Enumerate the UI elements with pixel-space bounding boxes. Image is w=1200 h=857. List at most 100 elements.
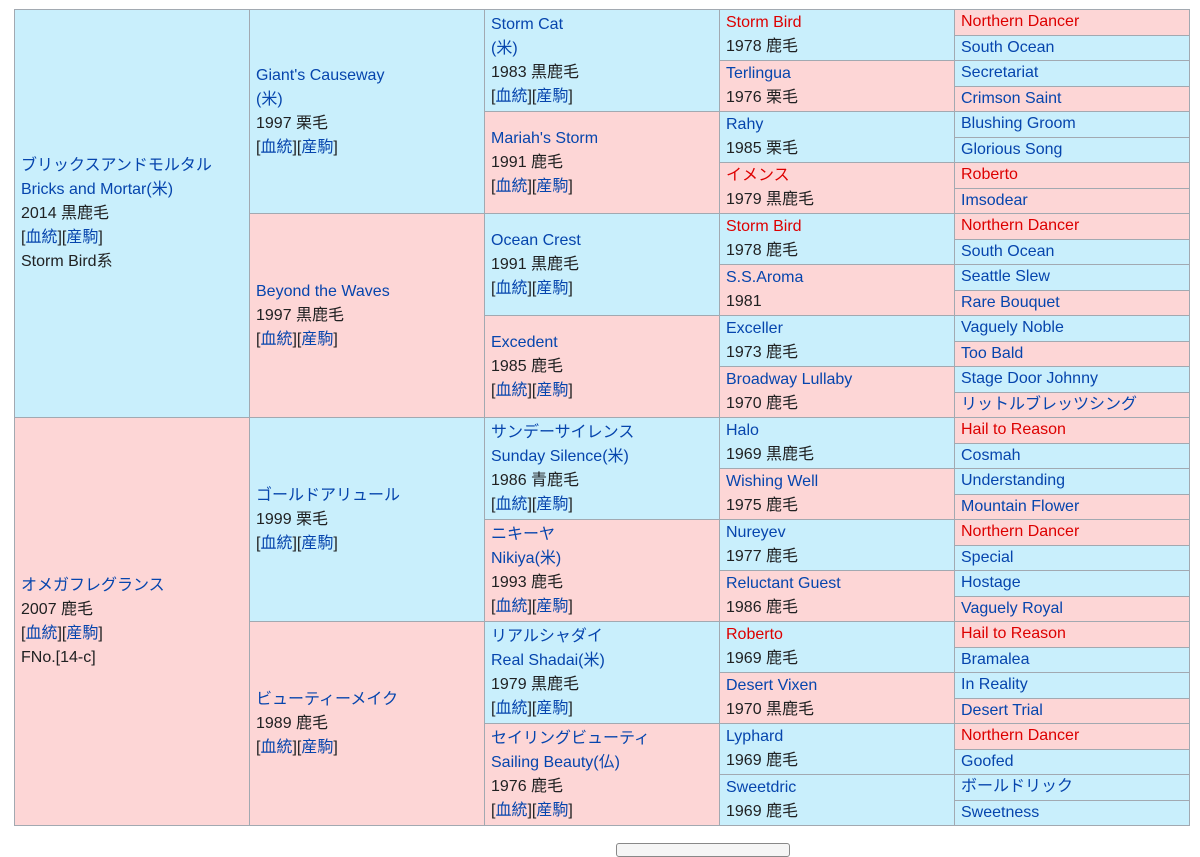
progeny-link[interactable]: 産駒 — [536, 699, 569, 717]
gen4-name[interactable]: Rahy — [726, 116, 764, 133]
ddd-name-en[interactable]: Sailing Beauty(仏) — [491, 753, 620, 771]
gen5-name[interactable]: Crimson Saint — [961, 89, 1062, 107]
dds-name-ja[interactable]: リアルシャダイ — [491, 627, 603, 645]
pedigree-link[interactable]: 血統 — [495, 597, 528, 615]
gen5-name[interactable]: Northern Dancer — [961, 523, 1080, 541]
pedigree-link[interactable]: 血統 — [25, 228, 58, 246]
gen4-name[interactable]: S.S.Aroma — [726, 269, 804, 286]
gen5-name[interactable]: Bramalea — [961, 650, 1030, 668]
gen5-name[interactable]: South Ocean — [961, 38, 1055, 56]
gen5-name[interactable]: Rare Bouquet — [961, 293, 1060, 311]
gen5-name[interactable]: Northern Dancer — [961, 13, 1080, 31]
gen4-name[interactable]: Reluctant Guest — [726, 575, 841, 592]
pedigree-link[interactable]: 血統 — [260, 738, 293, 756]
scrollbar-element[interactable] — [616, 843, 790, 857]
gen4-name[interactable]: Roberto — [726, 626, 783, 643]
pedigree-link[interactable]: 血統 — [495, 177, 528, 195]
ddd-name-ja[interactable]: セイリングビューティ — [491, 729, 651, 747]
gen5-name[interactable]: Stage Door Johnny — [961, 370, 1098, 388]
gen5-name[interactable]: Vaguely Noble — [961, 319, 1064, 337]
progeny-link[interactable]: 産駒 — [536, 279, 569, 297]
pedigree-link[interactable]: 血統 — [495, 801, 528, 819]
progeny-link[interactable]: 産駒 — [301, 738, 334, 756]
dss-name-en[interactable]: Sunday Silence(米) — [491, 447, 629, 465]
gen5-name[interactable]: Vaguely Royal — [961, 599, 1063, 617]
pedigree-link[interactable]: 血統 — [260, 138, 293, 156]
pedigree-link[interactable]: 血統 — [495, 495, 528, 513]
gen4-name[interactable]: Lyphard — [726, 728, 784, 745]
progeny-link[interactable]: 産駒 — [301, 138, 334, 156]
sdd-name[interactable]: Excedent — [491, 333, 558, 351]
gen5-name[interactable]: In Reality — [961, 676, 1028, 694]
progeny-link[interactable]: 産駒 — [536, 177, 569, 195]
gen5-name[interactable]: Northern Dancer — [961, 727, 1080, 745]
gen4-name[interactable]: Nureyev — [726, 524, 786, 541]
progeny-link[interactable]: 産駒 — [66, 624, 99, 642]
progeny-link[interactable]: 産駒 — [536, 495, 569, 513]
ds-name[interactable]: ゴールドアリュール — [256, 486, 401, 504]
gen4-name[interactable]: Broadway Lullaby — [726, 371, 853, 388]
gen5-name[interactable]: South Ocean — [961, 242, 1055, 260]
dd-name[interactable]: ビューティーメイク — [256, 690, 399, 708]
gen5-name[interactable]: Sweetness — [961, 803, 1040, 821]
gen5-name[interactable]: リットルブレッツシング — [961, 395, 1138, 413]
gen5-name[interactable]: Goofed — [961, 752, 1014, 770]
gen4-name[interactable]: Halo — [726, 422, 759, 439]
dam-name-ja[interactable]: オメガフレグランス — [21, 576, 165, 594]
pedigree-link[interactable]: 血統 — [25, 624, 58, 642]
pedigree-link[interactable]: 血統 — [495, 381, 528, 399]
gen4-name[interactable]: Terlingua — [726, 65, 791, 82]
sdd-links: [血統][産駒] — [491, 381, 573, 399]
gen5-name[interactable]: Hail to Reason — [961, 421, 1066, 439]
gen5-name[interactable]: Too Bald — [961, 344, 1024, 362]
sd-name[interactable]: Beyond the Waves — [256, 282, 390, 300]
gen5-name[interactable]: Seattle Slew — [961, 268, 1050, 286]
gen4-name[interactable]: Storm Bird — [726, 14, 802, 31]
ssd-name[interactable]: Mariah's Storm — [491, 129, 599, 147]
gen5-name[interactable]: Imsodear — [961, 191, 1028, 209]
gen5-name[interactable]: Desert Trial — [961, 701, 1043, 719]
progeny-link[interactable]: 産駒 — [536, 381, 569, 399]
gen4-name[interactable]: Exceller — [726, 320, 783, 337]
dsd-name-en[interactable]: Nikiya(米) — [491, 549, 562, 567]
gen4-name[interactable]: Wishing Well — [726, 473, 819, 490]
pedigree-link[interactable]: 血統 — [495, 279, 528, 297]
gen5-name[interactable]: Mountain Flower — [961, 497, 1080, 515]
pedigree-link[interactable]: 血統 — [495, 699, 528, 717]
gen5-name[interactable]: Understanding — [961, 472, 1066, 490]
gen5-cell: In Reality — [954, 672, 1190, 699]
sire-name-en[interactable]: Bricks and Mortar(米) — [21, 180, 174, 198]
progeny-link[interactable]: 産駒 — [536, 87, 569, 105]
sss-name[interactable]: Storm Cat — [491, 15, 564, 33]
gen5-name[interactable]: Cosmah — [961, 446, 1021, 464]
sds-name[interactable]: Ocean Crest — [491, 231, 581, 249]
pedigree-link[interactable]: 血統 — [260, 330, 293, 348]
sire-name-ja[interactable]: ブリックスアンドモルタル — [21, 156, 212, 174]
gen5-name[interactable]: ボールドリック — [961, 778, 1074, 796]
dds-name-en[interactable]: Real Shadai(米) — [491, 651, 605, 669]
progeny-link[interactable]: 産駒 — [301, 534, 334, 552]
gen5-name[interactable]: Roberto — [961, 166, 1018, 184]
pedigree-link[interactable]: 血統 — [260, 534, 293, 552]
progeny-link[interactable]: 産駒 — [66, 228, 99, 246]
progeny-link[interactable]: 産駒 — [536, 801, 569, 819]
ss-name[interactable]: Giant's Causeway — [256, 66, 385, 84]
gen4-name[interactable]: イメンス — [726, 167, 790, 184]
gen5-name[interactable]: Northern Dancer — [961, 217, 1080, 235]
gen4-name[interactable]: Storm Bird — [726, 218, 802, 235]
progeny-link[interactable]: 産駒 — [301, 330, 334, 348]
sss-country[interactable]: (米) — [491, 39, 518, 57]
dsd-name-ja[interactable]: ニキーヤ — [491, 525, 556, 543]
progeny-link[interactable]: 産駒 — [536, 597, 569, 615]
gen5-name[interactable]: Glorious Song — [961, 140, 1063, 158]
gen5-name[interactable]: Secretariat — [961, 64, 1039, 82]
gen5-name[interactable]: Blushing Groom — [961, 115, 1076, 133]
ss-country[interactable]: (米) — [256, 90, 283, 108]
gen5-name[interactable]: Hail to Reason — [961, 625, 1066, 643]
gen4-name[interactable]: Desert Vixen — [726, 677, 818, 694]
pedigree-link[interactable]: 血統 — [495, 87, 528, 105]
gen4-name[interactable]: Sweetdric — [726, 779, 797, 796]
dss-name-ja[interactable]: サンデーサイレンス — [491, 423, 635, 441]
gen5-name[interactable]: Special — [961, 548, 1014, 566]
gen5-name[interactable]: Hostage — [961, 574, 1021, 592]
